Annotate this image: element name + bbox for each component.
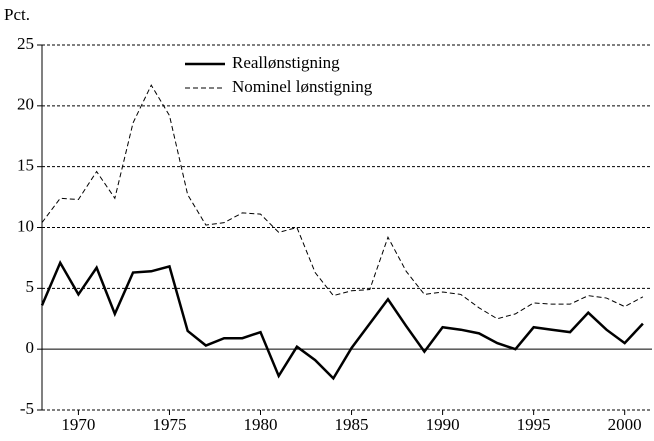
x-tick-label: 1970 <box>61 415 95 434</box>
y-axis-label: Pct. <box>4 5 30 24</box>
x-tick-label: 1995 <box>517 415 551 434</box>
x-tick-label: 1990 <box>426 415 460 434</box>
y-tick-label: 15 <box>17 156 34 175</box>
x-tick-label: 1980 <box>244 415 278 434</box>
y-tick-label: 5 <box>26 277 35 296</box>
x-tick-label: 2000 <box>608 415 642 434</box>
x-tick-label: 1975 <box>152 415 186 434</box>
y-tick-label: 25 <box>17 34 34 53</box>
x-tick-label: 1985 <box>335 415 369 434</box>
series-line <box>40 259 644 381</box>
series-line <box>41 84 644 320</box>
y-tick-label: 0 <box>26 338 35 357</box>
legend-label: Reallønstigning <box>232 53 340 72</box>
legend-label: Nominel lønstigning <box>232 77 373 96</box>
y-tick-label: -5 <box>20 399 34 418</box>
y-tick-label: 20 <box>17 95 34 114</box>
y-tick-label: 10 <box>17 216 34 235</box>
